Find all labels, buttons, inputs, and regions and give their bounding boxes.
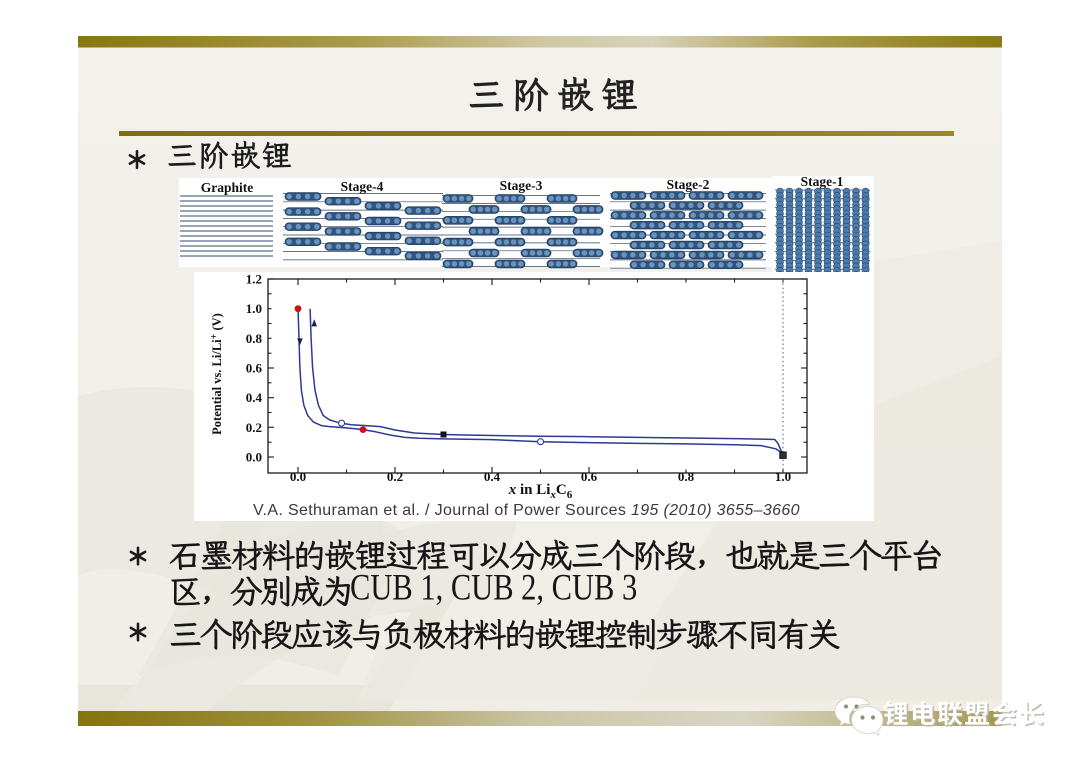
svg-text:0.2: 0.2 <box>246 420 262 435</box>
svg-text:Stage-2: Stage-2 <box>667 177 710 192</box>
svg-text:1.0: 1.0 <box>775 469 791 484</box>
svg-text:Stage-1: Stage-1 <box>801 176 844 189</box>
svg-text:Stage-4: Stage-4 <box>341 179 384 194</box>
svg-text:0.4: 0.4 <box>484 469 501 484</box>
svg-text:Stage-3: Stage-3 <box>500 178 543 193</box>
svg-text:0.4: 0.4 <box>246 390 263 405</box>
svg-text:1.0: 1.0 <box>246 301 262 316</box>
svg-text:0.6: 0.6 <box>246 361 263 376</box>
svg-text:Potential vs. Li/Li+ (V): Potential vs. Li/Li+ (V) <box>209 313 224 435</box>
svg-text:x in LixC6: x in LixC6 <box>508 482 573 501</box>
svg-text:0.2: 0.2 <box>387 469 403 484</box>
svg-text:0.8: 0.8 <box>678 469 695 484</box>
svg-text:0.0: 0.0 <box>246 450 262 465</box>
svg-text:0.8: 0.8 <box>246 331 263 346</box>
svg-text:Graphite: Graphite <box>201 180 254 195</box>
svg-text:1.2: 1.2 <box>246 272 262 287</box>
svg-text:0.0: 0.0 <box>290 469 306 484</box>
svg-text:0.6: 0.6 <box>581 469 598 484</box>
